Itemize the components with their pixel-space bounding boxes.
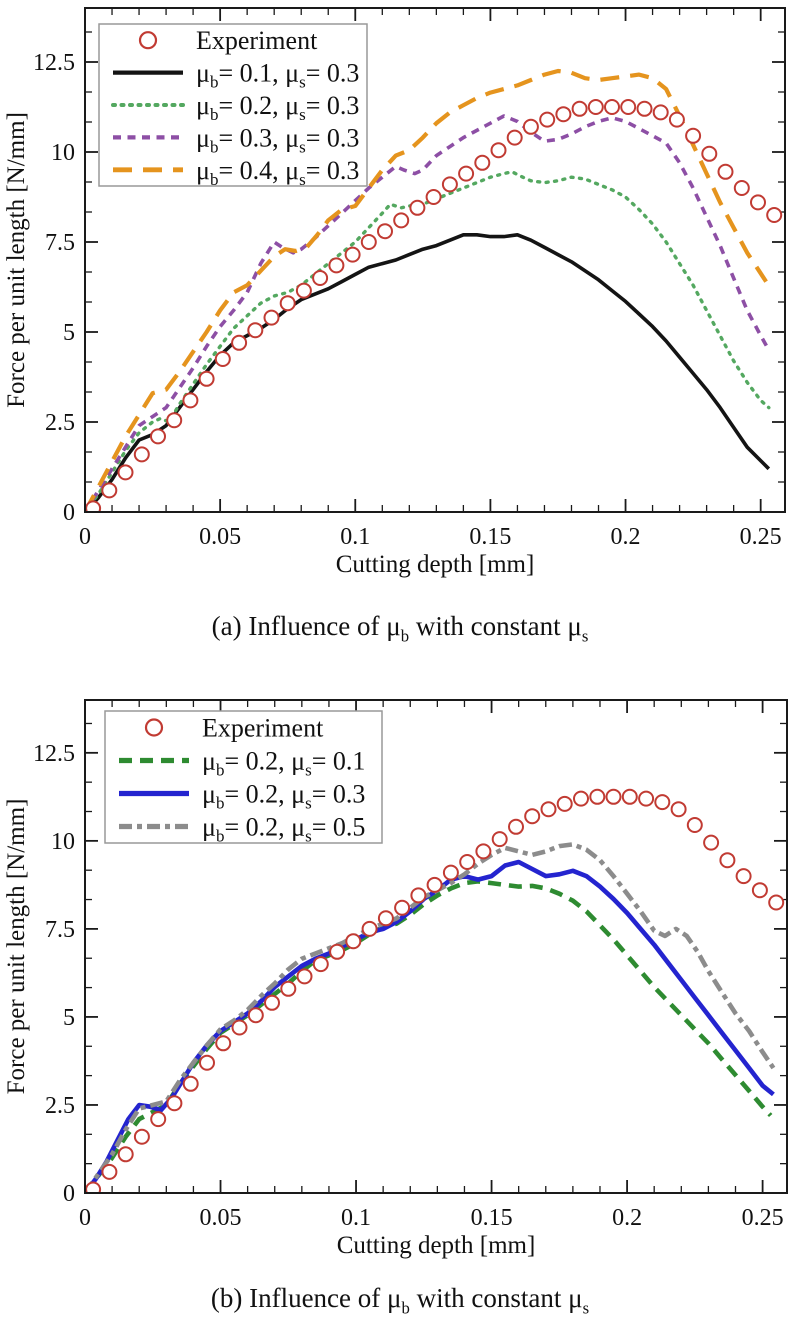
svg-text:10: 10 [51, 829, 75, 855]
chart-a-svg: 0 0.05 0.1 0.15 0.2 0.25 0 2.5 5 7.5 10 12.5 Cutting… [3, 7, 786, 578]
svg-text:2.5: 2.5 [45, 1093, 75, 1119]
tick-labels: 0 0.05 0.1 0.15 0.2 0.25 0 2.5 5 7.5 10 12.5 [33, 50, 782, 550]
svg-text:5: 5 [63, 320, 75, 346]
svg-text:0.2: 0.2 [612, 1205, 642, 1231]
svg-text:0: 0 [79, 524, 91, 550]
svg-text:12.5: 12.5 [33, 741, 75, 767]
svg-text:0.25: 0.25 [740, 524, 782, 550]
legend-label-experiment: Experiment [202, 714, 324, 743]
legend-label-mub-0.3-mus-0.3: μb= 0.3, μs= 0.3 [196, 123, 359, 156]
x-axis-label: Cutting depth [mm] [336, 551, 535, 578]
tick-labels: 0 0.05 0.1 0.15 0.2 0.25 0 2.5 5 7.5 10 12.5 [33, 741, 784, 1231]
legend-label-mub-0.2-mus-0.3: μb= 0.2, μs= 0.3 [196, 91, 359, 124]
series-group [85, 789, 785, 1194]
legend-label-mub-0.2-mus-0.3: μb= 0.2, μs= 0.3 [202, 780, 365, 813]
svg-text:0.05: 0.05 [200, 1205, 242, 1231]
svg-text:12.5: 12.5 [33, 50, 75, 76]
y-axis-label: Force per unit length [N/mm] [3, 799, 30, 1095]
chart-b: 0 0.05 0.1 0.15 0.2 0.25 0 2.5 5 7.5 10 12.5 Cutting… [0, 680, 800, 1318]
svg-text:7.5: 7.5 [45, 230, 75, 256]
svg-text:0.2: 0.2 [611, 524, 641, 550]
svg-text:0.1: 0.1 [340, 524, 370, 550]
svg-text:0: 0 [79, 1205, 91, 1231]
svg-text:0.1: 0.1 [341, 1205, 371, 1231]
svg-text:0: 0 [63, 500, 75, 526]
svg-text:7.5: 7.5 [45, 917, 75, 943]
chart-b-caption: (b) Influence of μb with constant μs [210, 1283, 590, 1318]
plot-frame [84, 7, 786, 513]
axis-ticks [85, 700, 787, 1194]
svg-text:10: 10 [51, 140, 75, 166]
svg-text:0.25: 0.25 [742, 1205, 784, 1231]
x-axis-label: Cutting depth [mm] [337, 1232, 536, 1259]
series-group [85, 68, 783, 512]
series-mub-0.2-mus-0.1 [85, 879, 773, 1194]
series-mub-0.2-mus-0.5 [85, 842, 776, 1194]
svg-text:0.15: 0.15 [471, 1205, 513, 1231]
series-experiment [85, 99, 783, 512]
chart-a: 0 0.05 0.1 0.15 0.2 0.25 0 2.5 5 7.5 10 12.5 Cutting… [0, 0, 800, 646]
svg-text:5: 5 [63, 1005, 75, 1031]
legend-marker-experiment [144, 718, 164, 737]
legend-label-mub-0.2-mus-0.5: μb= 0.2, μs= 0.5 [202, 813, 365, 846]
chart-a-caption: (a) Influence of μb with constant μs [211, 611, 589, 646]
legend-label-mub-0.2-mus-0.1: μb= 0.2, μs= 0.1 [202, 747, 365, 780]
svg-text:0.15: 0.15 [469, 524, 511, 550]
legend: Experiment μb= 0.1, μs= 0.3μb= 0.2, μs= 0… [98, 23, 368, 189]
series-mub-0.1-mus-0.3 [85, 233, 771, 512]
series-mub-0.2-mus-0.3 [85, 860, 775, 1194]
chart-b-svg: 0 0.05 0.1 0.15 0.2 0.25 0 2.5 5 7.5 10 12.5 Cutting… [3, 699, 788, 1259]
axis-ticks [85, 8, 785, 512]
series-mub-0.4-mus-0.3 [85, 68, 768, 512]
chart-b-plot: 0 0.05 0.1 0.15 0.2 0.25 0 2.5 5 7.5 10 12.5 Cutting… [0, 680, 800, 1281]
svg-text:0: 0 [63, 1181, 75, 1207]
svg-text:2.5: 2.5 [45, 410, 75, 436]
chart-a-plot: 0 0.05 0.1 0.15 0.2 0.25 0 2.5 5 7.5 10 12.5 Cutting… [0, 0, 800, 597]
series-mub-0.2-mus-0.3 [85, 170, 771, 512]
plot-frame [84, 699, 788, 1195]
legend-label-experiment: Experiment [196, 26, 318, 55]
series-mub-0.3-mus-0.3 [85, 114, 771, 512]
y-axis-label: Force per unit length [N/mm] [3, 112, 30, 408]
legend-label-mub-0.1-mus-0.3: μb= 0.1, μs= 0.3 [196, 59, 359, 92]
svg-text:0.05: 0.05 [199, 524, 241, 550]
legend-marker-experiment [138, 31, 158, 50]
legend-label-mub-0.4-mus-0.3: μb= 0.4, μs= 0.3 [196, 156, 359, 189]
series-experiment [85, 789, 785, 1194]
